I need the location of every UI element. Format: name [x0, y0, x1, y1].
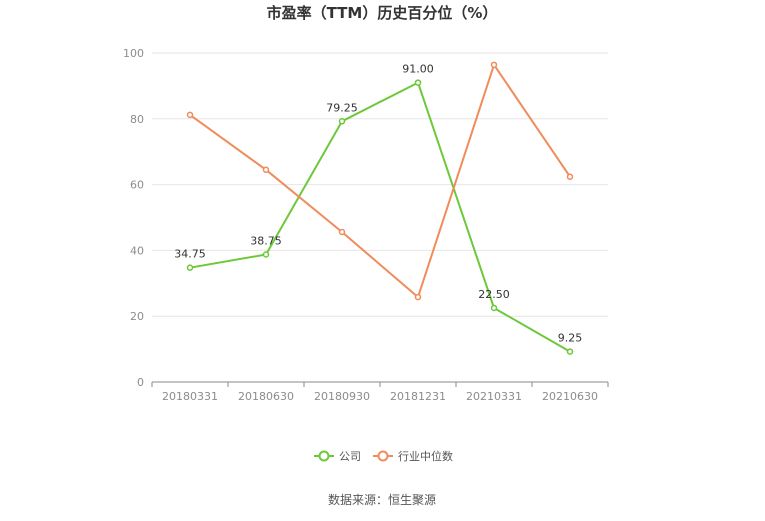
- legend-industry-median[interactable]: 行业中位数: [373, 449, 453, 463]
- y-tick-label: 80: [130, 113, 144, 126]
- data-point[interactable]: [490, 304, 498, 312]
- data-label: 79.25: [326, 101, 358, 114]
- series-company: 34.75 38.75 79.25 91.00 22.50 9.25: [174, 63, 583, 355]
- data-point[interactable]: [414, 293, 422, 301]
- x-tick-label: 20180930: [314, 390, 370, 403]
- data-point[interactable]: [490, 61, 498, 69]
- legend-label: 行业中位数: [398, 449, 453, 463]
- x-axis: 20180331 20180630 20180930 20181231 20210331…: [151, 381, 609, 403]
- y-tick-label: 40: [130, 244, 144, 257]
- x-tick-label: 20210331: [466, 390, 522, 403]
- legend-marker: [377, 450, 389, 462]
- data-point[interactable]: [338, 118, 346, 125]
- series-line: [189, 81, 571, 353]
- x-tick-label: 20180331: [162, 390, 218, 403]
- data-point[interactable]: [262, 251, 270, 258]
- legend-marker: [318, 450, 330, 462]
- series-layer: 34.75 38.75 79.25 91.00 22.50 9.25: [174, 61, 583, 355]
- data-label: 34.75: [174, 248, 206, 261]
- source-note: 数据来源：恒生聚源: [328, 492, 436, 507]
- legend-label: 公司: [339, 450, 361, 463]
- data-point[interactable]: [566, 348, 574, 355]
- data-label: 38.75: [250, 235, 282, 248]
- data-point[interactable]: [414, 79, 422, 86]
- data-label: 9.25: [558, 332, 583, 345]
- legend-company[interactable]: 公司: [314, 450, 361, 463]
- grid-lines: [152, 52, 608, 317]
- x-tick-label: 20181231: [390, 390, 446, 403]
- chart-title: 市盈率（TTM）历史百分位（%）: [267, 4, 498, 22]
- y-tick-label: 0: [137, 376, 144, 389]
- y-tick-label: 100: [123, 47, 144, 60]
- series-line: [189, 63, 571, 299]
- y-axis: 0 20 40 60 80 100: [123, 47, 144, 389]
- data-point[interactable]: [186, 111, 194, 119]
- legend: 公司 行业中位数: [314, 449, 453, 463]
- x-tick-label: 20210630: [542, 390, 598, 403]
- data-point[interactable]: [338, 228, 346, 236]
- y-tick-label: 20: [130, 310, 144, 323]
- x-tick-label: 20180630: [238, 390, 294, 403]
- data-point[interactable]: [262, 166, 270, 174]
- data-point[interactable]: [186, 264, 194, 271]
- data-label: 91.00: [402, 63, 434, 76]
- data-label: 22.50: [478, 288, 510, 301]
- series-industry-median: [186, 61, 574, 301]
- data-point[interactable]: [566, 173, 574, 180]
- y-tick-label: 60: [130, 179, 144, 192]
